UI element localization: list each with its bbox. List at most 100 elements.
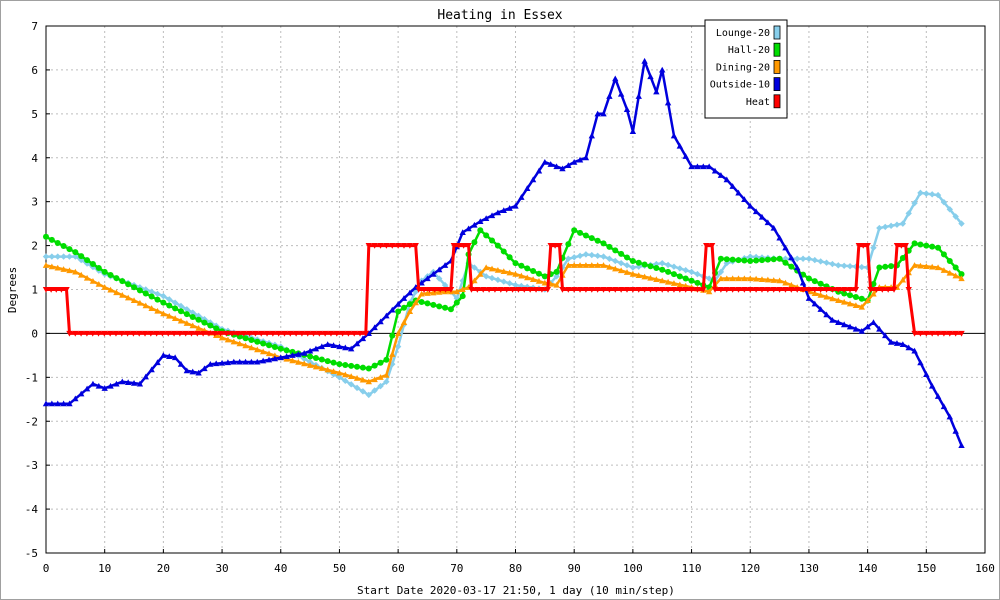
data-point-dining-20 xyxy=(248,344,255,351)
data-point-heat xyxy=(641,286,648,293)
data-point-hall-20 xyxy=(54,239,61,246)
data-point-outside-10 xyxy=(154,359,161,366)
data-point-outside-10 xyxy=(189,368,196,375)
data-point-lounge-20 xyxy=(882,223,889,231)
data-point-dining-20 xyxy=(271,352,279,359)
data-point-heat xyxy=(723,286,730,293)
y-tick-label: -1 xyxy=(25,371,38,384)
data-point-hall-20 xyxy=(624,254,631,261)
data-point-heat xyxy=(223,330,230,337)
data-point-heat xyxy=(176,330,184,337)
data-point-heat xyxy=(420,286,428,293)
data-point-dining-20 xyxy=(629,270,637,277)
data-point-hall-20 xyxy=(424,300,431,307)
data-point-heat xyxy=(465,243,472,249)
data-point-heat xyxy=(594,286,601,293)
data-point-outside-10 xyxy=(606,93,613,99)
x-tick-label: 70 xyxy=(450,562,463,575)
data-point-outside-10 xyxy=(201,365,208,372)
data-point-heat xyxy=(758,286,766,293)
data-point-hall-20 xyxy=(260,340,267,347)
data-point-hall-20 xyxy=(436,303,443,310)
data-point-outside-10 xyxy=(653,88,660,95)
data-point-hall-20 xyxy=(406,301,413,308)
data-point-outside-10 xyxy=(735,189,742,196)
data-point-hall-20 xyxy=(483,232,490,239)
data-point-hall-20 xyxy=(160,299,167,306)
data-point-heat xyxy=(287,330,294,337)
data-point-heat xyxy=(694,286,701,293)
data-point-dining-20 xyxy=(946,269,953,276)
data-point-heat xyxy=(170,330,178,337)
data-point-dining-20 xyxy=(412,299,419,306)
data-point-lounge-20 xyxy=(336,374,343,381)
data-point-dining-20 xyxy=(676,281,684,288)
data-point-hall-20 xyxy=(377,359,384,366)
data-point-lounge-20 xyxy=(570,254,578,261)
data-point-outside-10 xyxy=(682,153,689,159)
data-point-dining-20 xyxy=(835,297,842,304)
data-point-hall-20 xyxy=(618,250,625,257)
data-point-dining-20 xyxy=(852,302,860,308)
data-point-heat xyxy=(159,330,166,337)
data-point-heat xyxy=(952,330,959,337)
data-point-lounge-20 xyxy=(471,264,478,271)
data-point-heat xyxy=(356,330,364,337)
data-point-dining-20 xyxy=(377,374,384,380)
data-point-outside-10 xyxy=(48,400,56,407)
data-point-lounge-20 xyxy=(794,255,801,262)
data-point-lounge-20 xyxy=(600,253,607,260)
data-point-heat xyxy=(485,286,493,293)
data-point-dining-20 xyxy=(224,336,232,343)
x-tick-label: 80 xyxy=(509,562,522,575)
x-tick-label: 150 xyxy=(916,562,936,575)
data-point-lounge-20 xyxy=(893,221,901,228)
x-tick-label: 110 xyxy=(682,562,702,575)
x-tick-label: 40 xyxy=(274,562,287,575)
data-point-dining-20 xyxy=(218,334,226,341)
data-point-outside-10 xyxy=(629,128,637,134)
data-point-outside-10 xyxy=(212,360,220,367)
data-point-lounge-20 xyxy=(817,258,824,265)
data-point-lounge-20 xyxy=(705,275,713,282)
data-point-heat xyxy=(503,286,510,293)
data-point-hall-20 xyxy=(852,293,859,300)
data-point-heat xyxy=(538,286,546,293)
legend-swatch-dining-20 xyxy=(773,60,781,74)
data-point-outside-10 xyxy=(752,208,760,215)
data-point-hall-20 xyxy=(946,257,953,264)
data-point-hall-20 xyxy=(500,248,507,255)
data-point-lounge-20 xyxy=(394,343,402,350)
data-point-hall-20 xyxy=(512,260,519,267)
y-tick-label: -2 xyxy=(25,415,38,428)
data-point-hall-20 xyxy=(471,239,478,246)
data-point-hall-20 xyxy=(811,278,818,285)
x-tick-label: 10 xyxy=(98,562,111,575)
data-point-outside-10 xyxy=(864,323,871,330)
data-point-heat xyxy=(682,286,689,293)
data-point-hall-20 xyxy=(788,263,795,270)
data-point-hall-20 xyxy=(78,253,85,260)
data-point-heat xyxy=(600,286,607,293)
data-point-dining-20 xyxy=(911,262,918,268)
data-point-outside-10 xyxy=(54,400,61,407)
data-point-dining-20 xyxy=(83,274,91,281)
data-point-heat xyxy=(703,243,710,249)
data-point-heat xyxy=(275,330,282,337)
data-point-outside-10 xyxy=(142,373,149,380)
data-point-outside-10 xyxy=(78,390,85,397)
data-point-heat xyxy=(829,286,836,293)
data-point-outside-10 xyxy=(353,340,361,347)
data-point-hall-20 xyxy=(312,355,319,362)
data-point-outside-10 xyxy=(811,300,819,307)
x-tick-label: 90 xyxy=(568,562,581,575)
data-point-outside-10 xyxy=(741,196,748,203)
data-point-outside-10 xyxy=(500,207,507,214)
data-point-outside-10 xyxy=(130,379,138,386)
data-point-hall-20 xyxy=(307,353,314,360)
data-point-hall-20 xyxy=(588,235,595,242)
data-point-outside-10 xyxy=(248,358,255,365)
data-point-outside-10 xyxy=(277,354,284,361)
data-point-outside-10 xyxy=(436,266,443,273)
data-point-outside-10 xyxy=(541,158,549,165)
